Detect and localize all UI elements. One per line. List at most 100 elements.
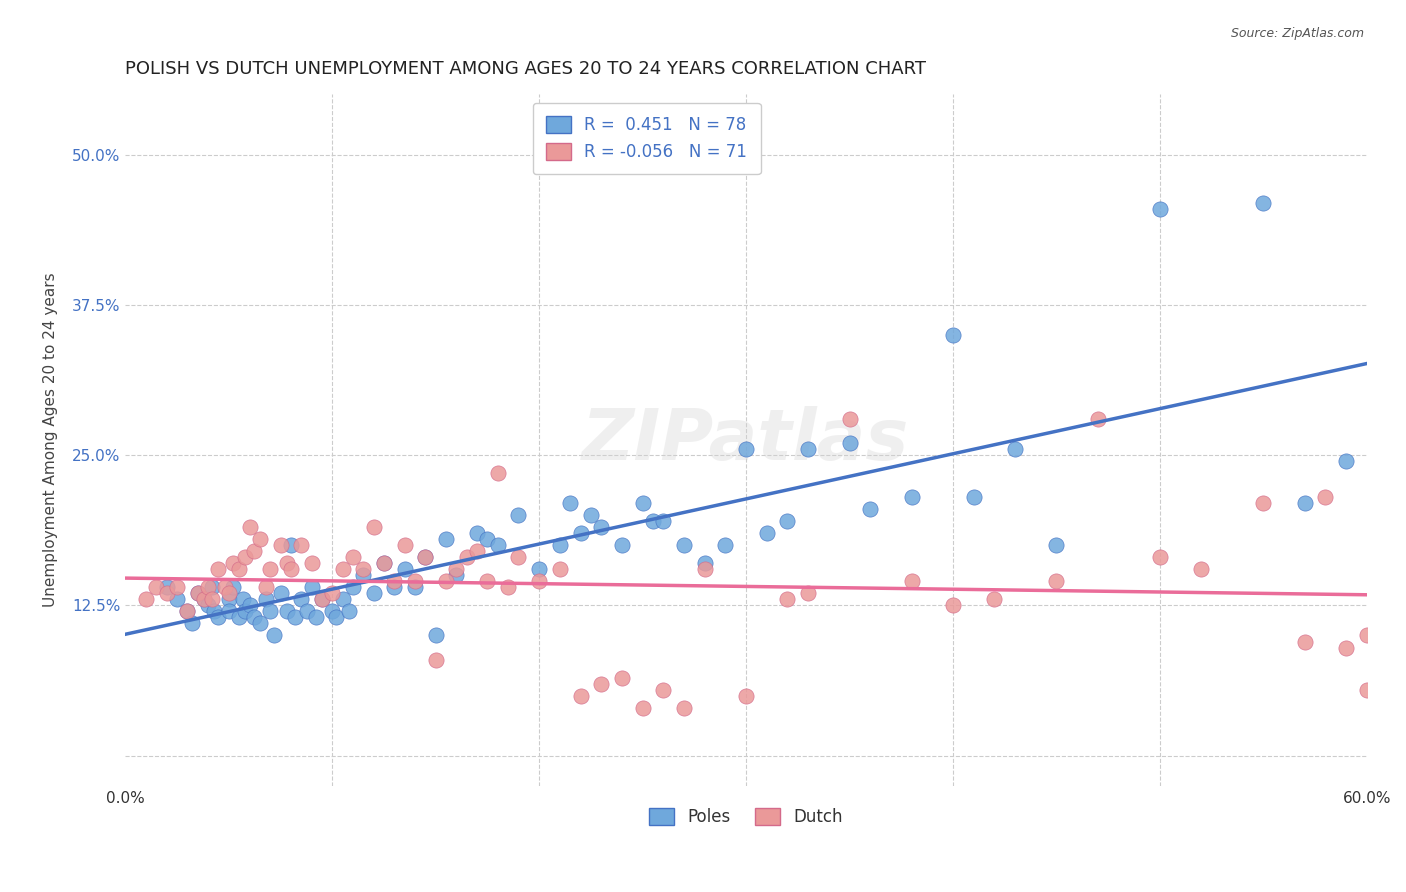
Point	[1294, 496, 1316, 510]
Point	[249, 533, 271, 547]
Point	[352, 568, 374, 582]
Point	[235, 604, 257, 618]
Point	[342, 581, 364, 595]
Point	[1045, 574, 1067, 589]
Point	[560, 496, 582, 510]
Point	[280, 562, 302, 576]
Point	[1004, 442, 1026, 457]
Point	[1334, 454, 1357, 468]
Point	[145, 581, 167, 595]
Point	[477, 574, 499, 589]
Point	[290, 592, 312, 607]
Point	[254, 581, 277, 595]
Point	[187, 586, 209, 600]
Point	[527, 562, 550, 576]
Point	[301, 557, 323, 571]
Point	[1253, 496, 1275, 510]
Point	[321, 586, 343, 600]
Text: POLISH VS DUTCH UNEMPLOYMENT AMONG AGES 20 TO 24 YEARS CORRELATION CHART: POLISH VS DUTCH UNEMPLOYMENT AMONG AGES …	[125, 60, 927, 78]
Point	[631, 700, 654, 714]
Point	[259, 604, 281, 618]
Point	[218, 586, 240, 600]
Point	[238, 520, 260, 534]
Point	[270, 538, 292, 552]
Point	[900, 490, 922, 504]
Point	[652, 514, 675, 528]
Point	[276, 604, 298, 618]
Point	[325, 610, 347, 624]
Point	[301, 581, 323, 595]
Point	[311, 592, 333, 607]
Point	[415, 550, 437, 565]
Point	[187, 586, 209, 600]
Point	[527, 574, 550, 589]
Point	[508, 508, 530, 523]
Point	[1334, 640, 1357, 655]
Point	[797, 442, 820, 457]
Point	[486, 466, 509, 480]
Point	[218, 604, 240, 618]
Point	[201, 592, 224, 607]
Point	[382, 574, 405, 589]
Point	[270, 586, 292, 600]
Point	[166, 581, 188, 595]
Point	[776, 514, 799, 528]
Point	[631, 496, 654, 510]
Point	[1355, 628, 1378, 642]
Point	[496, 581, 519, 595]
Point	[548, 538, 571, 552]
Point	[373, 557, 395, 571]
Point	[176, 604, 198, 618]
Point	[1149, 202, 1171, 216]
Point	[434, 574, 457, 589]
Point	[838, 436, 860, 450]
Point	[242, 610, 264, 624]
Point	[1355, 682, 1378, 697]
Point	[332, 562, 354, 576]
Point	[254, 592, 277, 607]
Point	[332, 592, 354, 607]
Point	[242, 544, 264, 558]
Point	[197, 581, 219, 595]
Point	[1087, 412, 1109, 426]
Point	[235, 550, 257, 565]
Point	[1149, 550, 1171, 565]
Point	[610, 671, 633, 685]
Point	[610, 538, 633, 552]
Point	[1253, 195, 1275, 210]
Point	[135, 592, 157, 607]
Point	[176, 604, 198, 618]
Point	[942, 327, 965, 342]
Point	[218, 592, 240, 607]
Point	[193, 592, 215, 607]
Point	[373, 557, 395, 571]
Point	[259, 562, 281, 576]
Point	[1315, 490, 1337, 504]
Point	[238, 599, 260, 613]
Point	[693, 557, 716, 571]
Point	[900, 574, 922, 589]
Point	[652, 682, 675, 697]
Legend: Poles, Dutch: Poles, Dutch	[643, 801, 851, 833]
Text: Source: ZipAtlas.com: Source: ZipAtlas.com	[1230, 27, 1364, 40]
Point	[222, 581, 245, 595]
Point	[207, 562, 229, 576]
Point	[201, 581, 224, 595]
Point	[797, 586, 820, 600]
Point	[404, 574, 426, 589]
Point	[249, 616, 271, 631]
Point	[693, 562, 716, 576]
Point	[962, 490, 984, 504]
Point	[446, 562, 468, 576]
Point	[838, 412, 860, 426]
Point	[465, 544, 488, 558]
Point	[415, 550, 437, 565]
Point	[579, 508, 602, 523]
Point	[425, 652, 447, 666]
Point	[569, 526, 592, 541]
Point	[942, 599, 965, 613]
Point	[297, 604, 319, 618]
Point	[983, 592, 1005, 607]
Point	[197, 599, 219, 613]
Point	[755, 526, 778, 541]
